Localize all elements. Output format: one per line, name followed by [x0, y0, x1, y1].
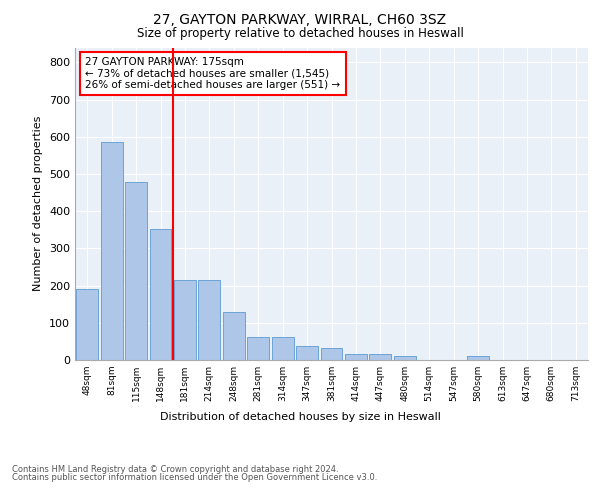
- Bar: [174, 280, 196, 360]
- Bar: [125, 182, 147, 360]
- Bar: [101, 142, 122, 360]
- Bar: [320, 348, 343, 360]
- Text: Contains public sector information licensed under the Open Government Licence v3: Contains public sector information licen…: [12, 472, 377, 482]
- Bar: [370, 354, 391, 360]
- Text: 27, GAYTON PARKWAY, WIRRAL, CH60 3SZ: 27, GAYTON PARKWAY, WIRRAL, CH60 3SZ: [154, 12, 446, 26]
- Bar: [223, 312, 245, 360]
- Text: Size of property relative to detached houses in Heswall: Size of property relative to detached ho…: [137, 28, 463, 40]
- Bar: [149, 229, 172, 360]
- Y-axis label: Number of detached properties: Number of detached properties: [34, 116, 43, 292]
- Bar: [394, 356, 416, 360]
- Bar: [296, 346, 318, 360]
- Text: Distribution of detached houses by size in Heswall: Distribution of detached houses by size …: [160, 412, 440, 422]
- Text: Contains HM Land Registry data © Crown copyright and database right 2024.: Contains HM Land Registry data © Crown c…: [12, 465, 338, 474]
- Bar: [247, 337, 269, 360]
- Bar: [467, 356, 489, 360]
- Bar: [345, 354, 367, 360]
- Bar: [199, 280, 220, 360]
- Bar: [272, 337, 293, 360]
- Bar: [76, 288, 98, 360]
- Text: 27 GAYTON PARKWAY: 175sqm
← 73% of detached houses are smaller (1,545)
26% of se: 27 GAYTON PARKWAY: 175sqm ← 73% of detac…: [85, 57, 340, 90]
